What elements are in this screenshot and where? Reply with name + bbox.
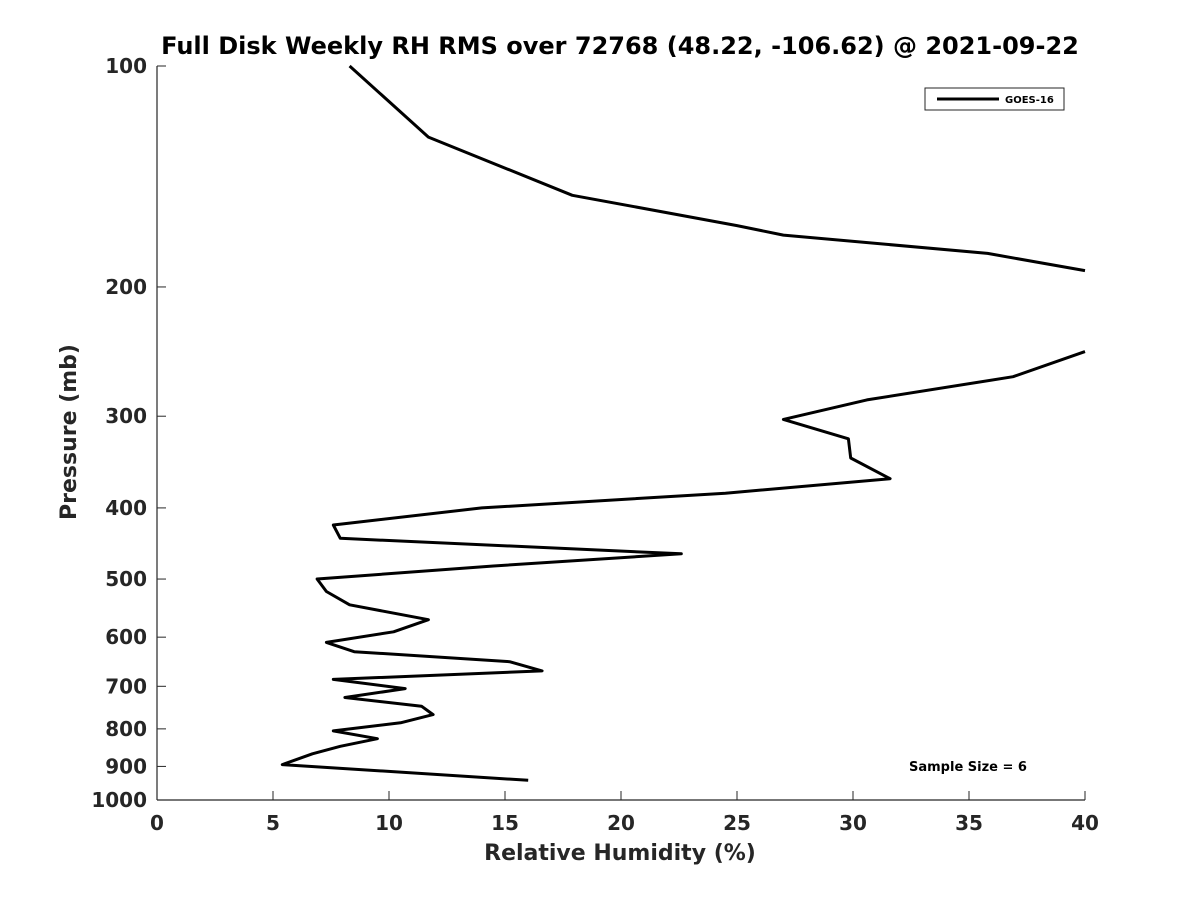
chart-title: Full Disk Weekly RH RMS over 72768 (48.2… (161, 32, 1079, 60)
series-line-goes16 (280, 350, 1086, 782)
y-tick-label: 600 (105, 625, 147, 649)
y-tick-label: 500 (105, 567, 147, 591)
x-tick-label: 15 (491, 811, 519, 835)
x-tick-label: 0 (150, 811, 164, 835)
y-tick-label: 400 (105, 496, 147, 520)
y-tick-label: 800 (105, 717, 147, 741)
x-tick-label: 30 (839, 811, 867, 835)
sample-size-annotation: Sample Size = 6 (909, 760, 1027, 775)
x-tick-label: 40 (1071, 811, 1099, 835)
x-tick-label: 35 (955, 811, 983, 835)
x-axis-label: Relative Humidity (%) (484, 841, 756, 866)
y-tick-label: 300 (105, 404, 147, 428)
x-tick-label: 20 (607, 811, 635, 835)
axes: 0 5 10 15 20 25 30 35 40 100 200 300 400 500 600 700 800… (91, 54, 1099, 835)
y-tick-label: 1000 (91, 788, 147, 812)
y-axis-label: Pressure (mb) (57, 344, 82, 520)
y-tick-label: 200 (105, 275, 147, 299)
legend-label: GOES-16 (1005, 95, 1054, 106)
series-layer (280, 64, 1086, 782)
series-line-goes16 (348, 64, 1086, 273)
x-tick-label: 10 (375, 811, 403, 835)
y-tick-label: 700 (105, 674, 147, 698)
y-tick-label: 900 (105, 754, 147, 778)
y-tick-label: 100 (105, 54, 147, 78)
x-tick-label: 25 (723, 811, 751, 835)
legend: GOES-16 (924, 87, 1065, 111)
x-tick-label: 5 (266, 811, 280, 835)
